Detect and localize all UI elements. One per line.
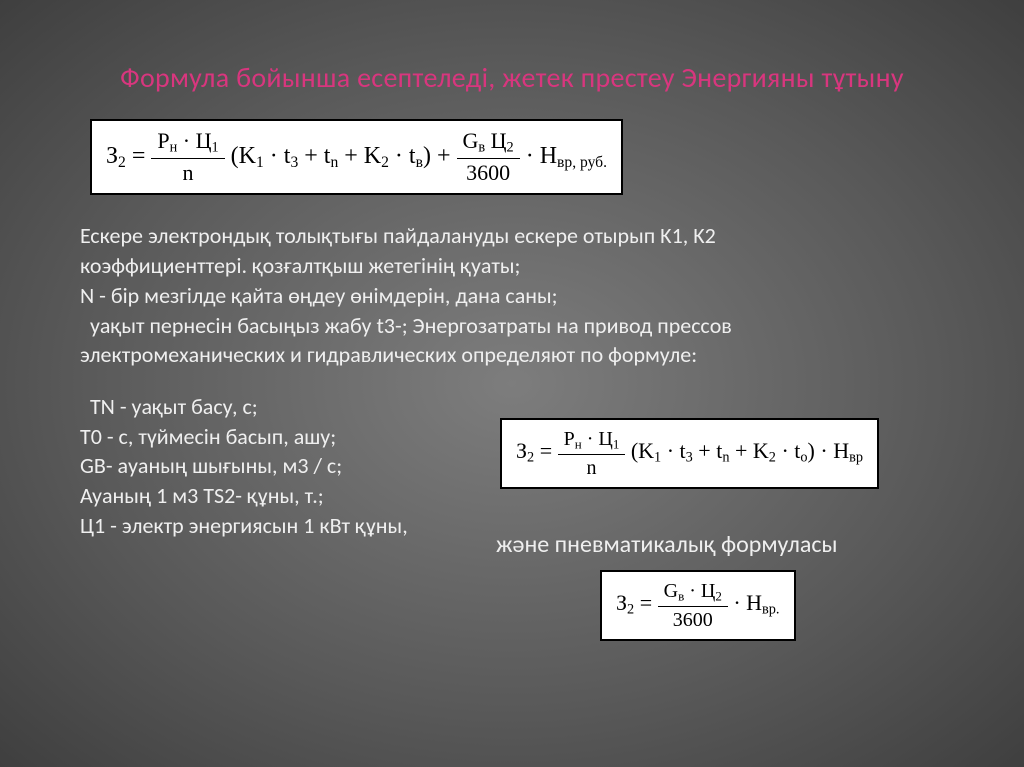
slide-title: Формула бойынша есептеледі, жетек престе… xyxy=(80,60,944,95)
formula3-tail: · Hвр. xyxy=(733,590,779,615)
formula-main: З2 = Pн · Ц1 n (K1 · t3 + tn + K2 · tв) … xyxy=(90,119,623,195)
formula1-frac2-den: 3600 xyxy=(457,159,520,185)
pneumatic-label: және пневматикалық формуласы xyxy=(496,530,837,559)
slide: Формула бойынша есептеледі, жетек престе… xyxy=(0,0,1024,767)
formula-electro: З2 = Pн · Ц1 n (K1 · t3 + tn + K2 · tо) … xyxy=(500,418,879,489)
formula1-frac1-num: Pн · Ц1 xyxy=(151,129,224,159)
formula1-frac1-den: n xyxy=(151,159,224,185)
formula-pneumatic: З2 = Gв · Ц2 3600 · Hвр. xyxy=(600,570,796,641)
formula3-den: 3600 xyxy=(658,607,728,631)
para2: N - бір мезгілде қайта өңдеу өнімдерін, … xyxy=(80,281,840,311)
formula1-frac2-num: Gв Ц2 xyxy=(457,129,520,159)
formula2-den: n xyxy=(558,455,626,479)
formula3-lhs: З2 = xyxy=(616,590,652,615)
para1: Ескере электрондық толықтығы пайдалануды… xyxy=(80,221,840,280)
formula3-num: Gв · Ц2 xyxy=(658,580,728,607)
para3: уақыт пернесін басыңыз жабу t3-; Энергоз… xyxy=(80,311,840,370)
formula2-tail: (K1 · t3 + tn + K2 · tо) · Hвр xyxy=(631,438,863,463)
formula2-lhs: З2 = xyxy=(516,438,552,463)
formula1-lhs: З2 = xyxy=(106,143,145,169)
body-text: Ескере электрондық толықтығы пайдалануды… xyxy=(80,221,840,540)
formula2-num: Pн · Ц1 xyxy=(558,428,626,455)
formula1-mid: (K1 · t3 + tn + K2 · tв) + xyxy=(231,143,451,169)
formula1-tail: · Hвр, руб. xyxy=(526,143,607,169)
